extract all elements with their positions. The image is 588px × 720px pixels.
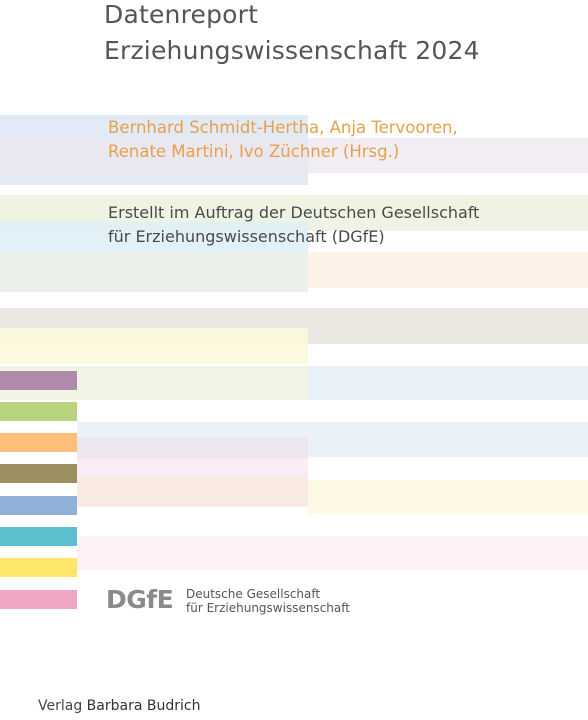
color-swatch: [0, 371, 77, 390]
publisher-prefix: Verlag: [38, 698, 83, 714]
color-swatch: [0, 402, 77, 421]
title-line-1: Datenreport: [104, 0, 259, 29]
color-swatch: [0, 433, 77, 452]
decor-band: [308, 480, 588, 514]
color-swatch: [0, 558, 77, 577]
color-swatch: [0, 496, 77, 515]
editors-line-2: Renate Martini, Ivo Züchner (Hrsg.): [108, 142, 400, 161]
decor-band: [77, 477, 308, 507]
decor-band: [308, 366, 588, 400]
decor-band: [77, 459, 308, 477]
decor-band: [0, 252, 308, 292]
decor-band: [77, 437, 308, 459]
commission-line-1: Erstellt im Auftrag der Deutschen Gesell…: [108, 203, 480, 222]
decor-band: [0, 328, 308, 364]
title-line-2: Erziehungswissenschaft 2024: [104, 36, 480, 65]
decor-band: [0, 138, 588, 173]
decor-band: [77, 536, 588, 570]
logo-name-line-2: für Erziehungswissenschaft: [186, 601, 350, 615]
color-swatch: [0, 590, 77, 609]
publisher: Verlag Barbara Budrich: [38, 698, 200, 714]
dgfe-logo: DGfE: [106, 585, 174, 614]
commission-line-2: für Erziehungswissenschaft (DGfE): [108, 227, 385, 246]
editors-line-1: Bernhard Schmidt-Hertha, Anja Tervooren,: [108, 118, 458, 137]
decor-band: [0, 222, 308, 252]
color-swatch: [0, 527, 77, 546]
decor-band: [308, 252, 588, 288]
publisher-name: Barbara Budrich: [86, 698, 201, 714]
logo-name-line-1: Deutsche Gesellschaft: [186, 587, 321, 601]
color-swatch: [0, 464, 77, 483]
